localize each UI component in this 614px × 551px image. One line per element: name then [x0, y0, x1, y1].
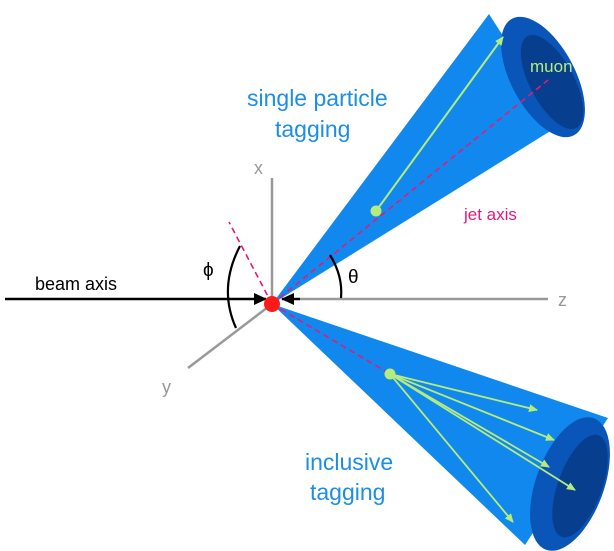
inclusive-tagging-label-line2: tagging — [310, 479, 385, 505]
inclusive-tagging-label-line1: inclusive — [305, 449, 393, 475]
lower-jet-cone — [272, 304, 610, 551]
jet-axis-label: jet axis — [463, 205, 517, 224]
beam-axis-label: beam axis — [35, 274, 117, 294]
inclusive-tracks — [384, 368, 576, 523]
theta-angle-arc — [329, 254, 343, 299]
y-axis-label: y — [162, 377, 171, 397]
x-axis-label: x — [254, 158, 263, 178]
y-axis — [187, 303, 273, 369]
z-axis-label: z — [558, 290, 567, 310]
single-particle-tagging-label-line2: tagging — [275, 116, 350, 142]
phi-reference-line — [228, 221, 273, 305]
upper-jet-cone — [272, 14, 585, 304]
lower-jet-axis — [271, 303, 391, 375]
interaction-point — [264, 296, 280, 312]
muon-label: muon — [530, 57, 573, 76]
single-particle-tagging-label-line1: single particle — [247, 85, 388, 111]
muon-track — [370, 36, 504, 217]
phi-label: ϕ — [203, 260, 214, 281]
theta-label: θ — [348, 267, 359, 288]
phi-angle-arc — [226, 245, 241, 329]
